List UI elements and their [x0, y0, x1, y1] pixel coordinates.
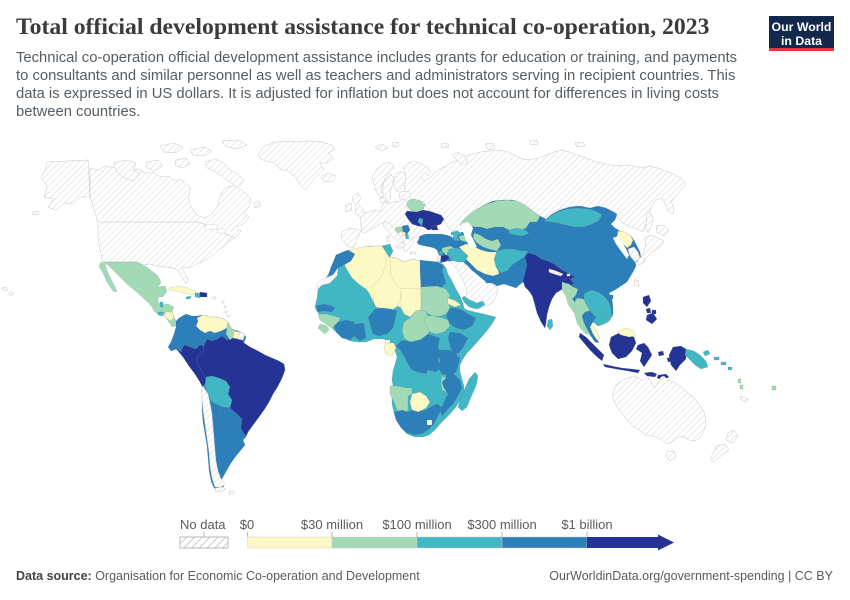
svg-text:No data: No data [180, 517, 226, 532]
svg-text:$30 million: $30 million [301, 517, 363, 532]
svg-text:$0: $0 [240, 517, 254, 532]
svg-text:$1 billion: $1 billion [561, 517, 612, 532]
svg-text:$300 million: $300 million [467, 517, 536, 532]
svg-text:$100 million: $100 million [382, 517, 451, 532]
